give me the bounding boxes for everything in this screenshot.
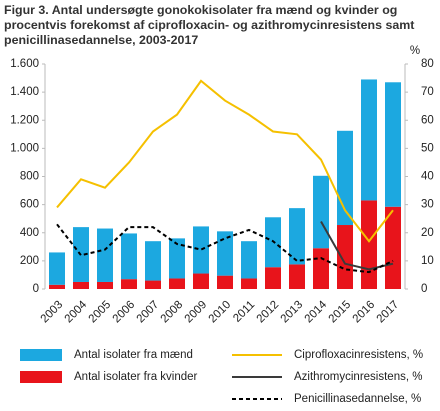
y2-tick-label: 10 xyxy=(421,255,434,267)
y2-tick-label: 20 xyxy=(421,227,434,239)
legend-swatch xyxy=(20,371,62,383)
y2-tick-label: 30 xyxy=(421,199,434,211)
y-tick-label: 1.200 xyxy=(10,114,39,126)
x-tick-label: 2009 xyxy=(183,299,210,326)
y2-axis-label: % xyxy=(410,45,420,57)
bar xyxy=(145,241,161,281)
bar xyxy=(73,281,89,289)
y-tick-label: 400 xyxy=(20,227,39,239)
y2-tick-label: 60 xyxy=(421,114,434,126)
line xyxy=(320,221,394,271)
bar xyxy=(337,225,353,289)
bar xyxy=(313,248,329,289)
legend-label: Antal isolater fra mænd xyxy=(74,349,193,361)
x-tick-label: 2003 xyxy=(39,299,66,326)
y-tick-label: 800 xyxy=(20,171,39,183)
bar xyxy=(49,252,65,285)
x-tick-label: 2008 xyxy=(159,299,186,326)
y2-tick-label: 50 xyxy=(421,142,434,154)
y-tick-label: 1.600 xyxy=(10,58,39,70)
legend-label: Antal isolater fra kvinder xyxy=(74,371,198,383)
y-tick-label: 200 xyxy=(20,255,39,267)
bar xyxy=(169,238,185,279)
bar xyxy=(217,231,233,276)
legend-swatch xyxy=(20,349,62,361)
bar xyxy=(193,226,209,274)
x-tick-label: 2011 xyxy=(231,299,257,325)
chart-title: Figur 3. Antal undersøgte gonokokisolate… xyxy=(4,3,415,47)
bar xyxy=(265,267,281,289)
bar xyxy=(289,264,305,289)
y-tick-label: 1.400 xyxy=(10,86,39,98)
x-tick-label: 2014 xyxy=(303,298,330,325)
bar xyxy=(49,284,65,289)
y2-tick-label: 0 xyxy=(421,283,427,295)
y2-tick-label: 70 xyxy=(421,86,434,98)
y2-tick-label: 40 xyxy=(421,171,434,183)
x-tick-label: 2005 xyxy=(87,299,114,326)
legend-label: Ciprofloxacinresistens, % xyxy=(294,349,423,361)
x-tick-label: 2012 xyxy=(255,299,282,326)
y-tick-label: 0 xyxy=(33,283,39,295)
x-tick-label: 2013 xyxy=(279,299,306,326)
bar xyxy=(385,82,401,207)
legend-label: Penicillinasedannelse, % xyxy=(294,393,421,405)
x-tick-label: 2006 xyxy=(111,299,138,326)
bar xyxy=(97,281,113,289)
line xyxy=(56,79,394,243)
bar xyxy=(145,280,161,289)
bar xyxy=(385,206,401,289)
bar xyxy=(241,278,257,289)
bar xyxy=(121,279,137,289)
bar xyxy=(313,175,329,249)
x-tick-label: 2017 xyxy=(375,299,402,326)
bar xyxy=(361,200,377,289)
bar xyxy=(361,79,377,201)
bar xyxy=(169,278,185,289)
x-tick-label: 2007 xyxy=(135,299,162,326)
x-tick-label: 2010 xyxy=(207,299,234,326)
x-tick-label: 2015 xyxy=(327,299,354,326)
bar xyxy=(217,275,233,289)
bar xyxy=(97,228,113,282)
y2-tick-label: 80 xyxy=(421,58,434,70)
bar xyxy=(289,208,305,265)
x-tick-label: 2004 xyxy=(63,298,90,325)
bar xyxy=(193,273,209,289)
x-tick-label: 2016 xyxy=(351,299,378,326)
y-tick-label: 1.000 xyxy=(10,142,39,154)
bar xyxy=(241,241,257,279)
bar xyxy=(121,233,137,280)
y-tick-label: 600 xyxy=(20,199,39,211)
legend-label: Azithromycinresistens, % xyxy=(294,371,422,383)
